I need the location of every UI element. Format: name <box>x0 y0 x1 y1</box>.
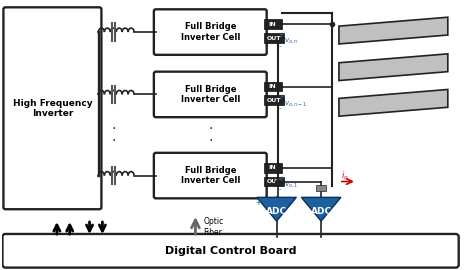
Bar <box>264 95 283 105</box>
Text: Full Bridge
Inverter Cell: Full Bridge Inverter Cell <box>181 22 240 42</box>
Text: IN: IN <box>269 84 276 89</box>
FancyBboxPatch shape <box>154 9 267 55</box>
Text: OUT: OUT <box>266 179 281 184</box>
Text: -: - <box>279 105 281 111</box>
Text: Full Bridge
Inverter Cell: Full Bridge Inverter Cell <box>181 166 240 185</box>
Text: $v_{o,1}$: $v_{o,1}$ <box>283 180 298 189</box>
Text: Digital Control Board: Digital Control Board <box>165 246 296 256</box>
FancyBboxPatch shape <box>154 153 267 198</box>
Bar <box>264 19 282 29</box>
Text: ·
·: · · <box>208 122 212 148</box>
Text: ADC: ADC <box>266 207 287 216</box>
Text: ADC: ADC <box>310 207 332 216</box>
FancyBboxPatch shape <box>154 72 267 117</box>
Text: IN: IN <box>269 165 276 170</box>
Text: OUT: OUT <box>266 98 281 103</box>
Text: $i_o$: $i_o$ <box>341 169 348 182</box>
Text: -: - <box>279 186 281 193</box>
Bar <box>264 163 282 173</box>
Text: +: + <box>279 94 284 100</box>
Polygon shape <box>339 89 448 116</box>
FancyBboxPatch shape <box>3 7 101 209</box>
Text: $v_{o,n}$: $v_{o,n}$ <box>283 36 298 45</box>
Text: +: + <box>279 176 284 181</box>
Bar <box>264 33 283 43</box>
Text: High Frequency
Inverter: High Frequency Inverter <box>13 99 92 118</box>
Text: $+\,v_o\,-$: $+\,v_o\,-$ <box>255 199 279 209</box>
Text: ·
·: · · <box>111 122 116 148</box>
Bar <box>316 185 326 191</box>
Polygon shape <box>257 197 296 221</box>
Text: OUT: OUT <box>266 36 281 40</box>
Text: Full Bridge
Inverter Cell: Full Bridge Inverter Cell <box>181 85 240 104</box>
FancyBboxPatch shape <box>2 234 459 268</box>
Text: -: - <box>279 43 281 49</box>
Polygon shape <box>301 197 341 221</box>
Bar <box>264 177 283 187</box>
Bar <box>264 82 282 92</box>
Text: IN: IN <box>269 22 276 27</box>
Text: Optic
Fiber: Optic Fiber <box>203 217 224 237</box>
Polygon shape <box>339 17 448 44</box>
Text: +: + <box>279 32 284 38</box>
Polygon shape <box>339 54 448 80</box>
Text: $v_{o,n-1}$: $v_{o,n-1}$ <box>283 99 307 108</box>
